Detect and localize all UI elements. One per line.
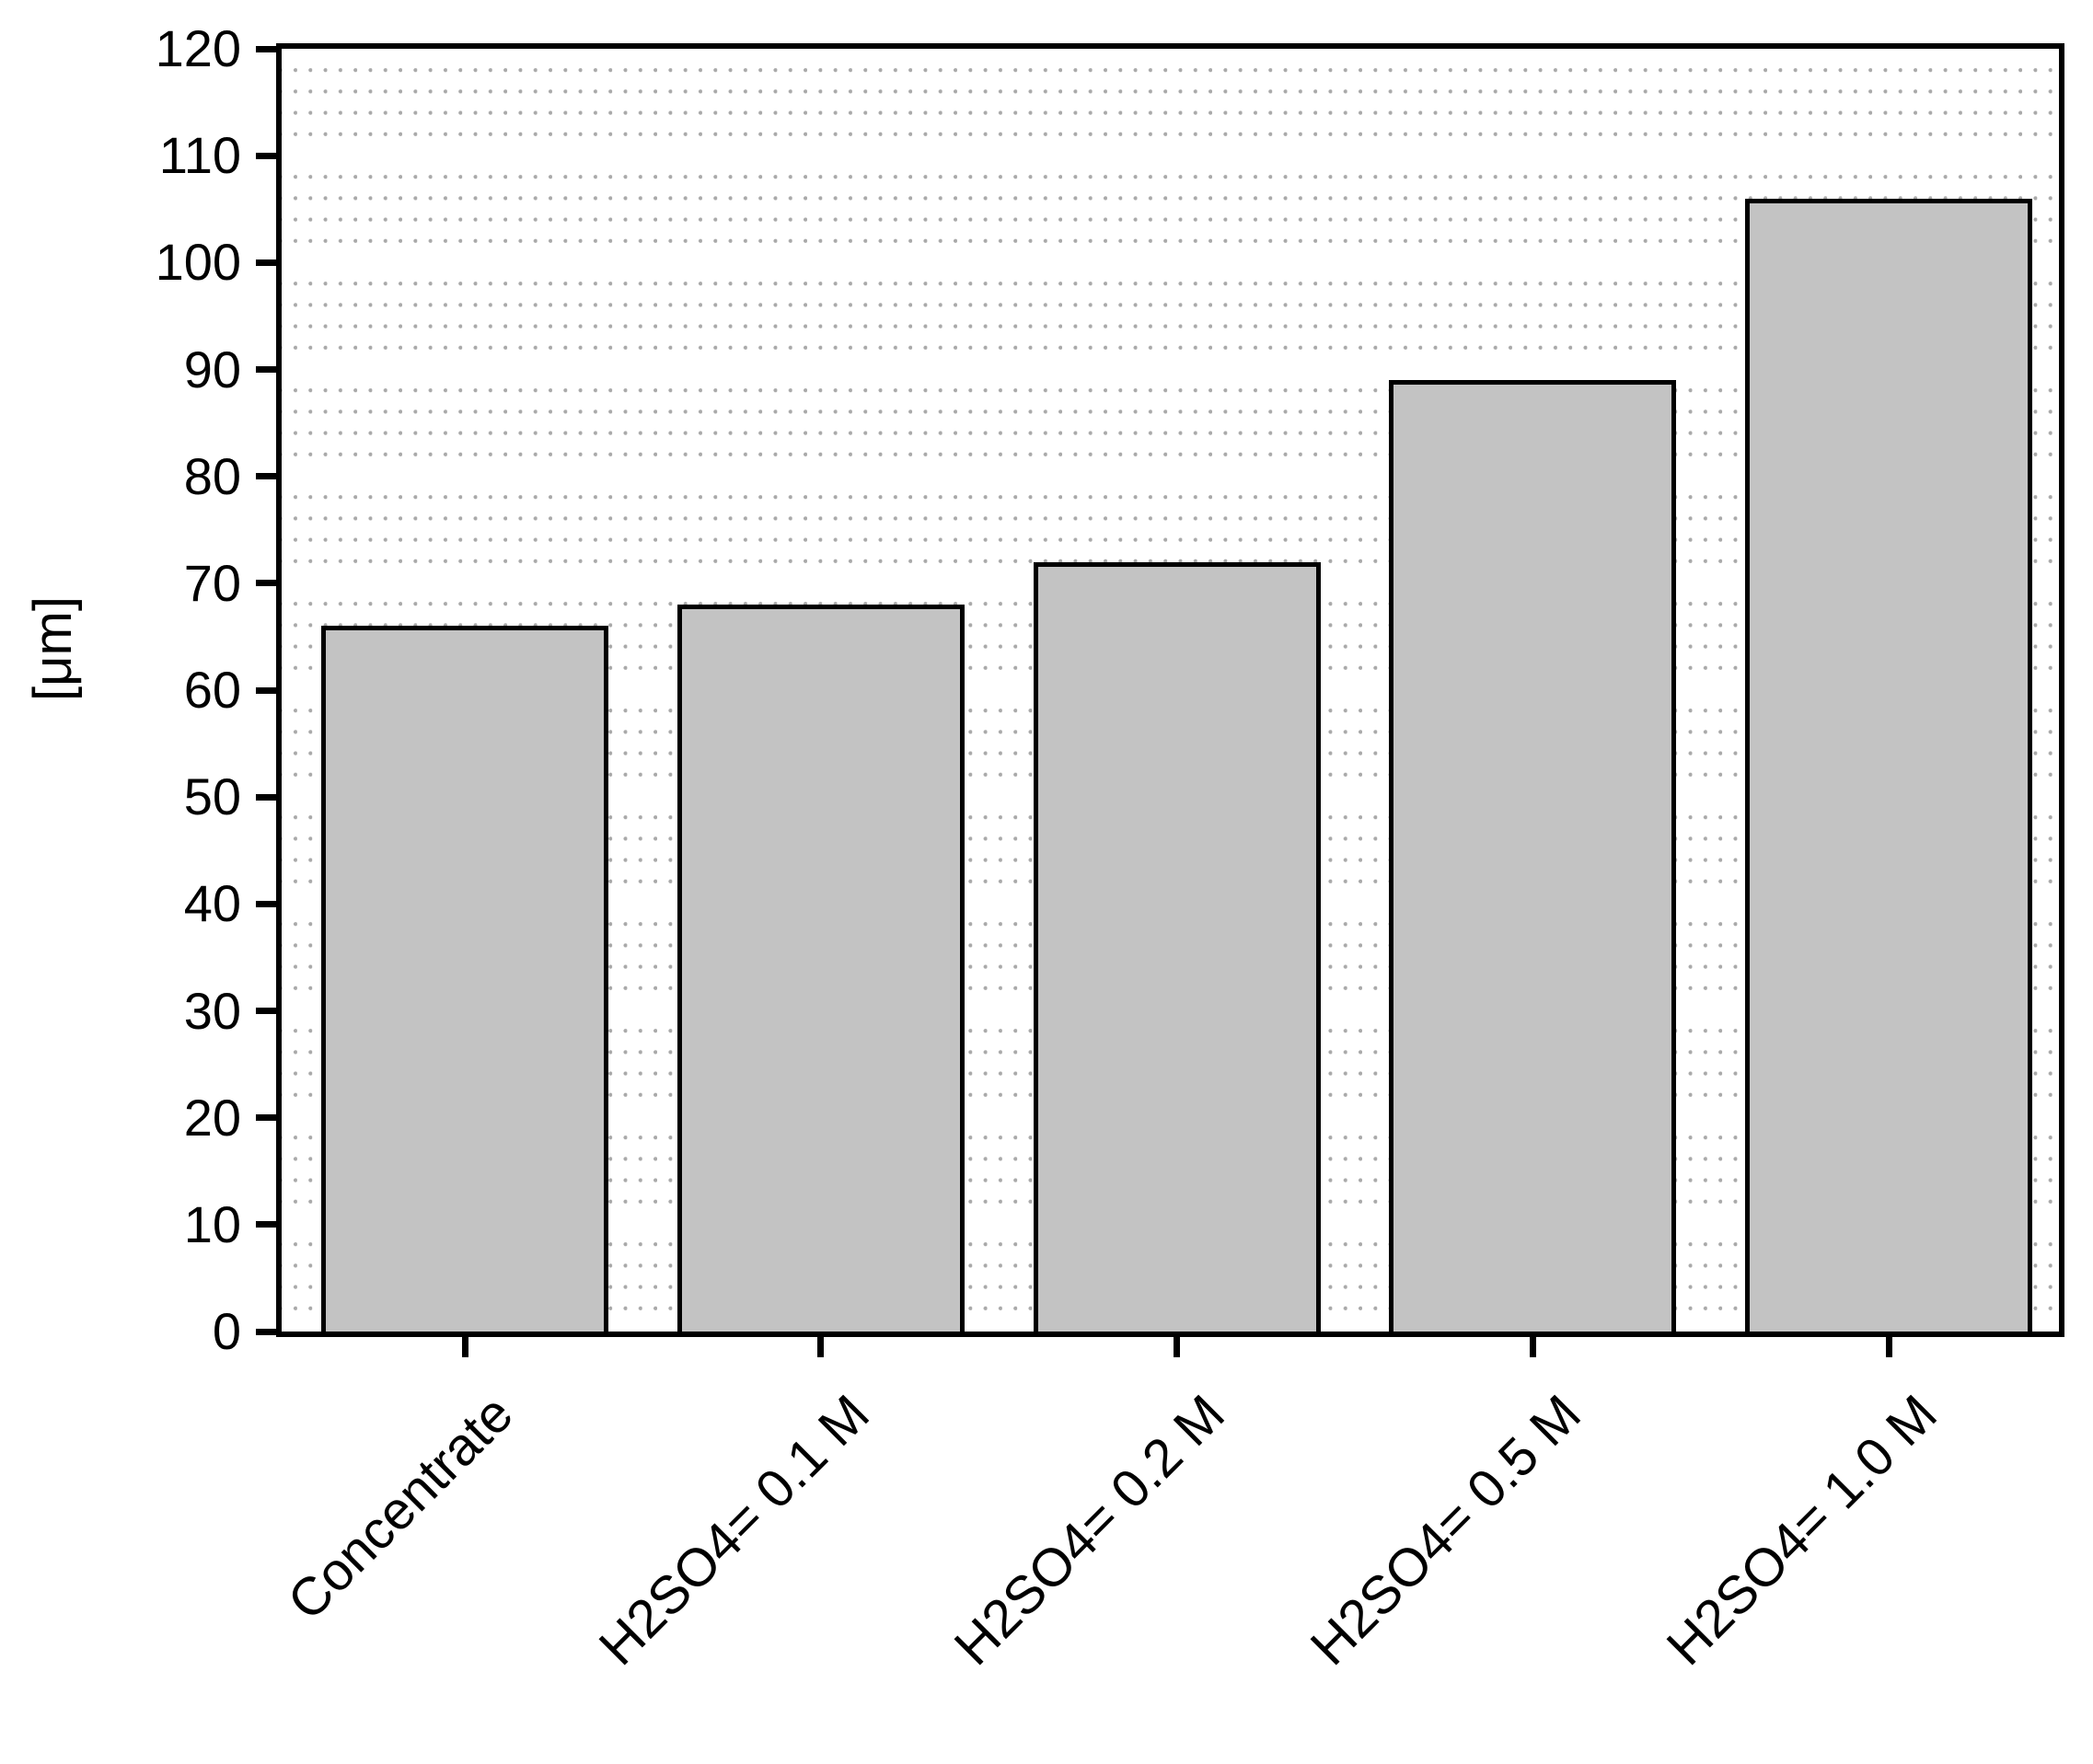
plot-area <box>276 43 2064 1337</box>
y-tick-label: 70 <box>183 553 241 612</box>
y-tick-label: 120 <box>155 19 241 77</box>
x-tick-label: H2SO4= 0.1 M <box>587 1383 881 1678</box>
bar <box>676 605 965 1332</box>
x-tick-label: H2SO4= 0.2 M <box>942 1383 1237 1678</box>
bar <box>1389 380 1677 1332</box>
y-tick <box>256 259 276 266</box>
y-tick <box>256 1328 276 1335</box>
y-tick-label: 10 <box>183 1194 241 1253</box>
bars-group <box>282 49 2059 1332</box>
y-tick-label: 110 <box>158 126 241 185</box>
y-tick <box>256 580 276 587</box>
bar <box>1033 562 1321 1332</box>
y-tick <box>256 473 276 480</box>
x-tick-label: H2SO4= 1.0 M <box>1655 1383 1948 1678</box>
y-tick-label: 90 <box>183 340 241 398</box>
y-tick <box>256 793 276 801</box>
y-axis-title: [μm] <box>23 596 83 701</box>
x-tick <box>1885 1337 1892 1357</box>
x-tick-label: H2SO4= 0.5 M <box>1299 1383 1592 1678</box>
x-tick <box>1174 1337 1180 1357</box>
y-tick-label: 0 <box>212 1302 241 1360</box>
y-tick <box>256 45 276 52</box>
x-tick <box>461 1337 468 1357</box>
x-tick <box>817 1337 825 1357</box>
y-tick <box>256 1114 276 1122</box>
y-tick-label: 30 <box>183 981 241 1040</box>
y-tick <box>256 686 276 694</box>
bar <box>1745 199 2032 1332</box>
y-tick <box>256 1008 276 1014</box>
x-tick <box>1529 1337 1536 1357</box>
y-tick-label: 100 <box>155 233 241 292</box>
x-tick-label: Concentrate <box>276 1383 525 1632</box>
y-tick-label: 50 <box>183 767 241 826</box>
y-tick <box>256 366 276 373</box>
y-tick-label: 40 <box>183 874 241 933</box>
y-tick <box>256 152 276 159</box>
y-tick <box>256 1221 276 1228</box>
y-tick-label: 60 <box>183 661 241 719</box>
y-tick-label: 80 <box>183 446 241 505</box>
bar <box>321 626 608 1332</box>
y-tick <box>256 900 276 907</box>
y-tick-label: 20 <box>183 1088 241 1147</box>
